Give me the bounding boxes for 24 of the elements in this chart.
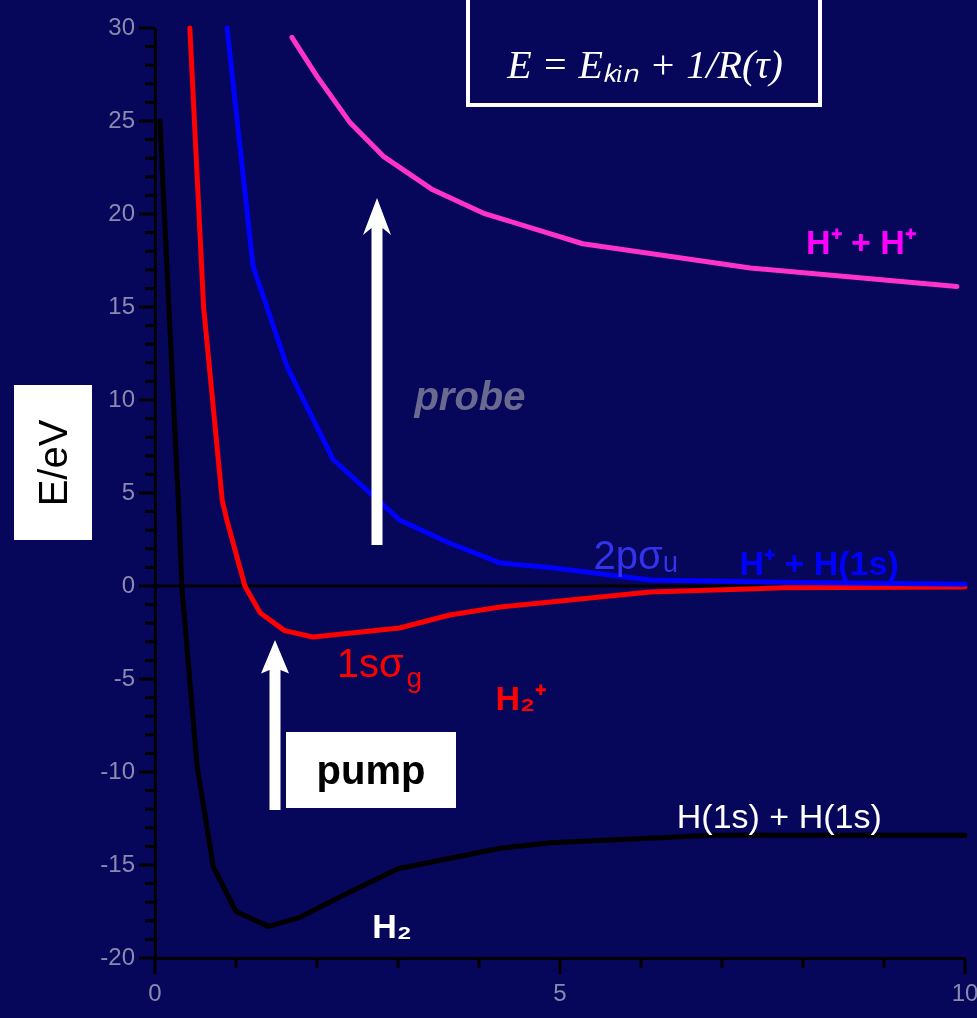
- y-tick-label: -10: [100, 757, 135, 784]
- annotation: H₂: [372, 907, 412, 945]
- y-tick-label: 25: [108, 106, 135, 133]
- x-tick-label: 10: [951, 979, 977, 1006]
- annotation: probe: [413, 374, 526, 418]
- annotation: E = Eₖᵢₙ + 1/R(τ): [506, 42, 783, 87]
- y-tick-label: 10: [108, 385, 135, 412]
- y-tick-label: -20: [100, 943, 135, 970]
- y-tick-label: 20: [108, 199, 135, 226]
- annotation: H₂⁺: [495, 679, 547, 717]
- annotation: pump: [316, 748, 426, 792]
- annotation: H⁺ + H(1s): [739, 544, 899, 582]
- annotation: 2pσᵤ: [593, 533, 679, 577]
- annotation: H⁺ + H⁺: [805, 223, 916, 261]
- x-tick-label: 5: [553, 979, 567, 1006]
- y-tick-label: 30: [108, 13, 135, 40]
- x-tick-label: 0: [148, 979, 162, 1006]
- y-tick-label: 0: [121, 571, 135, 598]
- y-axis-title: E/eV: [31, 419, 75, 507]
- y-tick-label: 15: [108, 292, 135, 319]
- y-tick-label: 5: [121, 478, 135, 505]
- y-tick-label: -15: [100, 850, 135, 877]
- annotation: H(1s) + H(1s): [676, 797, 882, 835]
- y-tick-label: -5: [113, 664, 135, 691]
